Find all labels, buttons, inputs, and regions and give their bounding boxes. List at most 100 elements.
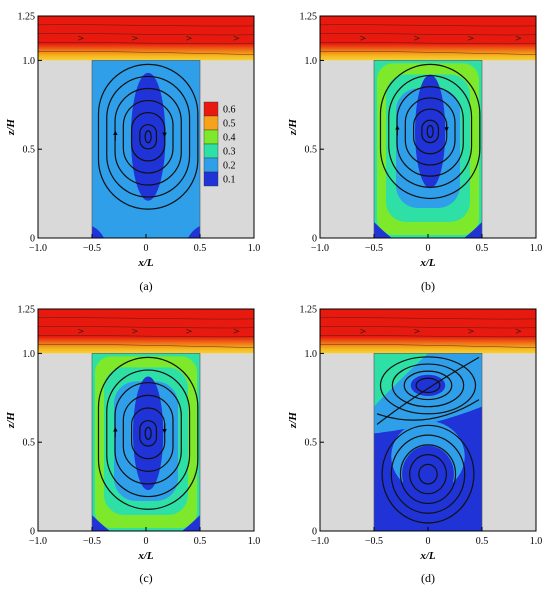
x-tick-label: 0 bbox=[144, 536, 149, 547]
channel-flow-region bbox=[320, 16, 536, 61]
channel-arrow bbox=[468, 328, 475, 334]
streamline bbox=[139, 124, 158, 150]
channel-arrow bbox=[515, 328, 522, 334]
y-tick-label: 0 bbox=[312, 527, 317, 538]
channel-streamline bbox=[37, 42, 255, 45]
channel-streamline bbox=[319, 326, 537, 329]
channel-arrow bbox=[515, 35, 522, 41]
streamline bbox=[409, 454, 447, 495]
contour-level bbox=[130, 72, 166, 201]
panel-a: −1.0 −0.5 0 0.5 1.000.51.01.25x/Lz/H(a)0.60.… bbox=[5, 12, 260, 294]
channel-arrow bbox=[414, 328, 421, 334]
x-tick-label: −0.5 bbox=[365, 536, 383, 547]
channel-streamline bbox=[37, 24, 255, 27]
x-tick-label: −1.0 bbox=[29, 243, 47, 254]
x-tick-label: 1.0 bbox=[530, 243, 543, 254]
x-tick-label: −0.5 bbox=[365, 243, 383, 254]
x-axis-label: x/L bbox=[137, 550, 154, 562]
contour-level bbox=[374, 353, 428, 407]
y-tick-label: 0 bbox=[30, 527, 35, 538]
streamline bbox=[404, 97, 456, 166]
x-tick-label: 0 bbox=[144, 243, 149, 254]
channel-streamline bbox=[319, 24, 537, 27]
y-tick-label: 0.5 bbox=[305, 438, 318, 449]
channel-arrow bbox=[78, 35, 85, 41]
y-tick-label: 1.0 bbox=[23, 349, 36, 360]
contour-level bbox=[374, 222, 392, 238]
right-wall-region bbox=[482, 353, 536, 531]
y-tick-label: 1.25 bbox=[300, 305, 318, 316]
contour-level bbox=[415, 74, 446, 189]
y-tick-label: 1.25 bbox=[300, 12, 318, 23]
y-tick-label: 1.25 bbox=[18, 12, 36, 23]
x-axis-label: x/L bbox=[419, 257, 436, 269]
x-axis-label: x/L bbox=[137, 257, 154, 269]
y-axis-label: z/H bbox=[5, 412, 17, 429]
y-tick-label: 1.0 bbox=[305, 349, 318, 360]
legend-swatch bbox=[203, 157, 219, 173]
channel-arrow bbox=[233, 328, 240, 334]
streamline bbox=[376, 356, 480, 425]
channel-streamline bbox=[319, 33, 537, 36]
channel-arrow bbox=[414, 35, 421, 41]
streamline bbox=[139, 420, 158, 447]
streamline bbox=[122, 394, 174, 472]
x-tick-label: 1.0 bbox=[248, 536, 261, 547]
legend-swatch bbox=[203, 171, 219, 187]
y-tick-label: 0.5 bbox=[23, 438, 36, 449]
channel-flow-region bbox=[320, 309, 536, 354]
left-wall-region bbox=[320, 353, 374, 531]
streamline bbox=[390, 434, 466, 514]
streamline bbox=[379, 356, 477, 415]
channel-streamline bbox=[37, 335, 255, 338]
x-tick-label: 0 bbox=[426, 536, 431, 547]
streamline bbox=[106, 369, 191, 498]
panel-b: −1.0 −0.5 0 0.5 1.0 0 0.5 1.0 1.25 x/L z/H (b) bbox=[287, 12, 542, 294]
y-tick-label: 1.0 bbox=[305, 56, 318, 67]
channel-flow-region bbox=[38, 16, 254, 61]
channel-arrow bbox=[78, 328, 85, 334]
cavity-region bbox=[92, 353, 200, 531]
legend-label: 0.6 bbox=[223, 105, 236, 116]
legend-label: 0.1 bbox=[223, 175, 236, 186]
streamline bbox=[381, 424, 475, 524]
cavity-region bbox=[374, 353, 482, 531]
legend-label: 0.4 bbox=[223, 133, 236, 144]
x-tick-label: −0.5 bbox=[83, 536, 101, 547]
y-tick-label: 0 bbox=[30, 234, 35, 245]
streamline bbox=[421, 119, 440, 144]
panel-c: −1.0 −0.5 0 0.5 1.0 0 0.5 1.0 1.25 x/L z/H (c) bbox=[5, 305, 260, 586]
channel-arrow bbox=[360, 35, 367, 41]
channel-streamline bbox=[37, 344, 255, 348]
cavity-region bbox=[374, 60, 482, 239]
y-axis-label: z/H bbox=[287, 119, 299, 136]
color-legend: 0.6 0.5 0.4 0.3 0.2 0.1 bbox=[203, 101, 236, 187]
left-wall-region bbox=[320, 60, 374, 239]
panel-caption: (a) bbox=[139, 279, 152, 293]
legend-label: 0.2 bbox=[223, 161, 236, 172]
contour-level bbox=[188, 226, 200, 238]
x-tick-label: −0.5 bbox=[83, 243, 101, 254]
streamline bbox=[97, 63, 199, 210]
legend-swatch bbox=[203, 129, 219, 145]
streamline bbox=[379, 63, 481, 200]
streamline bbox=[106, 75, 191, 198]
panel-caption: (d) bbox=[421, 571, 435, 585]
channel-streamline bbox=[37, 326, 255, 329]
channel-arrow bbox=[233, 35, 240, 41]
vortex-core bbox=[426, 124, 434, 139]
x-tick-label: 1.0 bbox=[248, 243, 261, 254]
streamline bbox=[418, 463, 438, 485]
streamline bbox=[403, 370, 453, 401]
x-tick-label: −1.0 bbox=[29, 536, 47, 547]
channel-streamline bbox=[319, 335, 537, 338]
channel-streamline bbox=[319, 317, 537, 320]
contour-level bbox=[133, 376, 164, 491]
channel-arrow bbox=[186, 35, 193, 41]
streamline bbox=[97, 356, 199, 510]
channel-streamline bbox=[319, 42, 537, 45]
channel-arrow bbox=[132, 328, 139, 334]
legend-swatch bbox=[203, 115, 219, 131]
x-tick-label: 0.5 bbox=[194, 243, 207, 254]
